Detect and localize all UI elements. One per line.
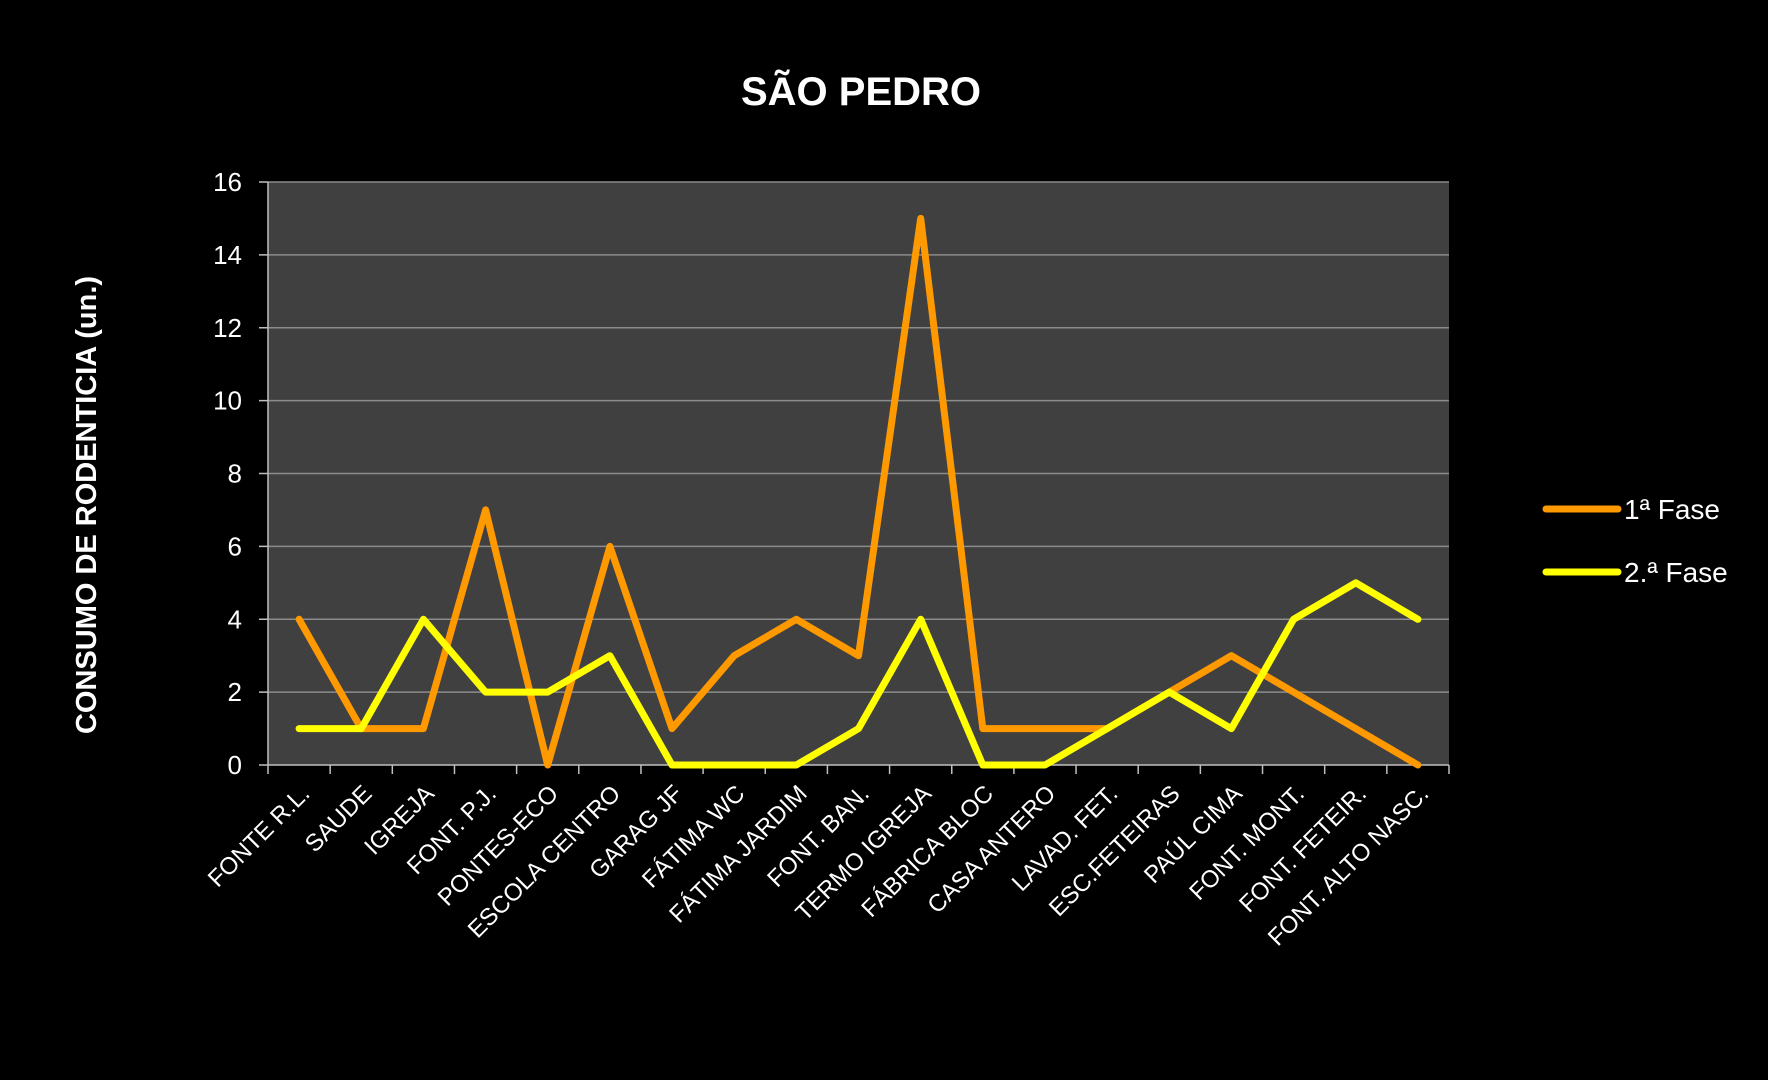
legend-label: 2.ª Fase <box>1624 557 1728 588</box>
y-tick-label: 12 <box>213 313 242 343</box>
legend-item-2[interactable]: 2.ª Fase <box>1542 557 1728 588</box>
legend[interactable]: 1ª Fase 2.ª Fase <box>1542 494 1728 588</box>
gridlines <box>268 181 1449 693</box>
y-tick-label: 4 <box>228 604 242 634</box>
chart-title: SÃO PEDRO <box>741 68 981 114</box>
y-tick-label: 6 <box>228 531 242 561</box>
legend-item-1[interactable]: 1ª Fase <box>1542 494 1720 525</box>
y-tick-label: 14 <box>213 240 242 270</box>
y-tick-label: 16 <box>213 167 242 197</box>
y-axis-ticks: 0 2 4 6 8 10 12 14 16 <box>213 167 268 780</box>
y-tick-label: 0 <box>228 750 242 780</box>
series-line-1 <box>295 214 1422 769</box>
y-axis-title: CONSUMO DE RODENTICIA (un.) <box>71 276 103 734</box>
series-lines <box>295 214 1422 769</box>
legend-label: 1ª Fase <box>1624 494 1720 525</box>
y-tick-label: 8 <box>228 459 242 489</box>
y-tick-label: 2 <box>228 677 242 707</box>
series-line-2 <box>295 579 1422 769</box>
y-tick-label: 10 <box>213 386 242 416</box>
